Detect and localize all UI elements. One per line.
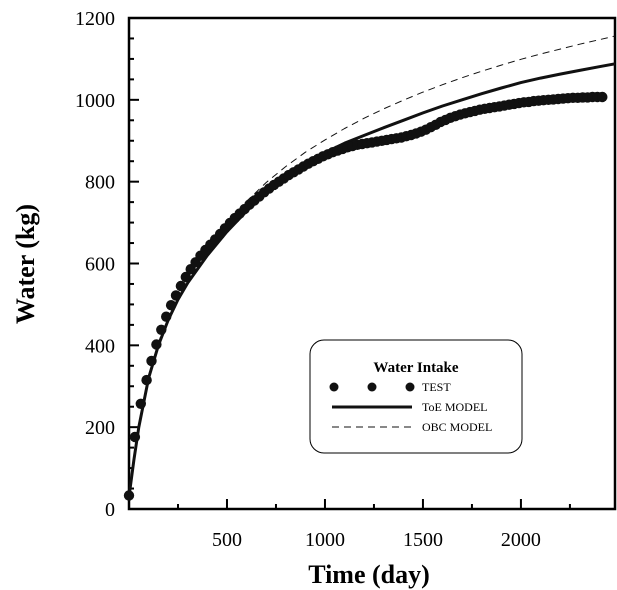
data-point-test [597,91,608,103]
x-axis-ticks: 500 1000 1500 2000 [176,499,571,551]
legend-item-test: TEST [329,380,451,394]
legend-label-obc-model: OBC MODEL [422,420,492,434]
data-point-test [123,490,135,501]
x-tick-label: 2000 [501,529,541,551]
legend-marker-test [329,382,339,392]
data-point-test [141,374,152,386]
data-point-test [151,339,162,350]
legend-title: Water Intake [373,360,458,376]
data-point-test [165,300,177,311]
legend-box [309,339,523,454]
y-tick-label: 600 [85,254,115,276]
y-tick-label: 1000 [75,90,115,112]
legend-label-toe-model: ToE MODEL [422,400,487,414]
y-axis-title: Water (kg) [11,204,40,324]
legend: Water Intake TEST ToE MODEL OBC MODEL [309,339,523,454]
data-point-test [135,398,146,409]
legend-label-test: TEST [422,380,451,394]
legend-item-toe-model: ToE MODEL [332,400,487,414]
x-tick-label: 1000 [305,529,345,551]
legend-marker-test [367,382,377,392]
x-tick-label: 1500 [403,529,443,551]
y-tick-label: 400 [85,335,115,357]
series-layer [123,35,616,501]
y-axis-ticks: 0 200 400 600 800 1000 1200 [75,8,139,521]
data-point-test [146,355,157,367]
y-tick-label: 800 [85,172,115,194]
y-tick-label: 0 [105,499,115,521]
legend-item-obc-model: OBC MODEL [332,420,492,434]
data-point-test [170,290,182,301]
legend-marker-test [405,382,415,392]
x-tick-label: 500 [212,529,242,551]
data-point-test [161,311,172,322]
data-point-test [180,271,191,283]
y-tick-label: 1200 [75,8,115,30]
data-point-test [129,431,141,443]
data-point-test [156,324,167,335]
data-point-test [175,280,187,292]
x-axis-title: Time (day) [308,560,430,589]
y-tick-label: 200 [85,417,115,439]
